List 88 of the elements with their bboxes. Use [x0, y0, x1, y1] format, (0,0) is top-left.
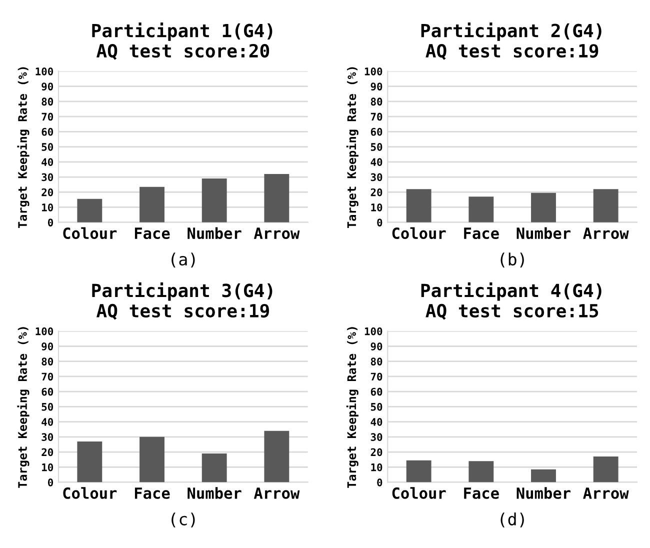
- y-tick-label: 50: [42, 402, 54, 411]
- x-tick-label: Arrow: [583, 228, 629, 240]
- y-tick-label: 10: [371, 203, 382, 212]
- x-tick-label: Face: [464, 228, 499, 240]
- x-tick-label: Number: [516, 227, 570, 240]
- bar: [140, 186, 164, 222]
- bar: [202, 178, 227, 222]
- x-tick-label: Colour: [392, 487, 446, 499]
- y-tick-label: 20: [370, 448, 382, 456]
- x-tick-label: Face: [134, 488, 170, 499]
- y-tick-label: 50: [42, 143, 54, 151]
- y-tick-label: 100: [36, 67, 54, 76]
- bar: [264, 174, 290, 222]
- y-tick-label: 50: [370, 402, 382, 411]
- bar: [77, 441, 102, 482]
- y-axis-title: Target Keeping Rate (%): [17, 327, 30, 488]
- y-tick-label: 10: [371, 463, 382, 472]
- y-tick-label: 90: [42, 82, 54, 91]
- x-tick-label: Colour: [392, 227, 446, 240]
- bar: [468, 461, 494, 482]
- y-tick-label: 90: [370, 82, 382, 91]
- text: (a): [172, 252, 195, 268]
- y-tick-label: 0: [377, 218, 382, 226]
- y-tick-label: 40: [42, 158, 54, 166]
- y-tick-label: 90: [42, 342, 54, 350]
- y-tick-label: 80: [370, 358, 382, 366]
- y-tick-label: 100: [36, 327, 54, 336]
- y-tick-label: 60: [370, 388, 382, 396]
- y-tick-label: 100: [364, 67, 382, 76]
- text: (b): [500, 252, 524, 268]
- y-tick-label: 10: [42, 463, 54, 472]
- bar: [593, 189, 618, 222]
- x-tick-label: Colour: [63, 487, 117, 499]
- y-tick-label: 30: [42, 173, 54, 182]
- y-tick-label: 20: [42, 448, 54, 456]
- y-tick-label: 30: [42, 433, 54, 442]
- y-axis-title: Target Keeping Rate (%): [17, 67, 30, 228]
- y-tick-label: 80: [370, 98, 382, 106]
- y-tick-label: 50: [370, 143, 382, 151]
- y-tick-label: 80: [42, 98, 54, 106]
- y-tick-label: 60: [42, 388, 54, 396]
- y-tick-label: 40: [370, 418, 382, 426]
- text: (d): [500, 512, 524, 528]
- chart-title: Participant 1(G4) AQ test score:20: [92, 22, 272, 60]
- y-tick-label: 0: [48, 218, 54, 226]
- y-tick-label: 90: [370, 342, 382, 350]
- x-tick-label: Number: [188, 227, 242, 240]
- x-tick-label: Arrow: [254, 228, 300, 240]
- x-tick-label: Arrow: [583, 488, 629, 499]
- bar: [593, 456, 618, 482]
- y-tick-label: 60: [370, 128, 382, 136]
- x-tick-label: Arrow: [254, 488, 300, 499]
- bar: [264, 430, 290, 482]
- y-tick-label: 70: [370, 112, 382, 121]
- bar: [468, 196, 494, 222]
- bar: [406, 189, 432, 222]
- y-tick-label: 70: [42, 372, 54, 381]
- chart-title: Participant 2(G4) AQ test score:19: [421, 22, 602, 60]
- y-tick-label: 20: [370, 188, 382, 196]
- y-tick-label: 10: [42, 203, 54, 212]
- y-tick-label: 80: [42, 358, 54, 366]
- y-axis-title: Target Keeping Rate (%): [346, 327, 358, 488]
- x-tick-label: Face: [464, 488, 499, 499]
- x-tick-label: Colour: [63, 227, 117, 240]
- y-tick-label: 70: [370, 372, 382, 381]
- bar: [140, 436, 164, 482]
- x-tick-label: Number: [188, 487, 242, 499]
- chart-title: Participant 3(G4) AQ test score:19: [92, 282, 272, 320]
- y-axis-title: Target Keeping Rate (%): [346, 67, 358, 228]
- y-tick-label: 30: [370, 433, 382, 442]
- x-tick-label: Face: [134, 228, 170, 240]
- chart-title: Participant 4(G4) AQ test score:15: [421, 282, 602, 320]
- y-tick-label: 0: [377, 478, 382, 486]
- y-tick-label: 30: [370, 173, 382, 182]
- bar: [531, 192, 556, 222]
- y-tick-label: 100: [364, 327, 382, 336]
- y-tick-label: 60: [42, 128, 54, 136]
- bar: [406, 460, 432, 482]
- bar: [531, 469, 556, 482]
- text: (c): [172, 512, 195, 528]
- y-tick-label: 20: [42, 188, 54, 196]
- y-tick-label: 0: [48, 478, 54, 486]
- bar: [202, 454, 227, 482]
- y-tick-label: 40: [370, 158, 382, 166]
- x-tick-label: Number: [516, 487, 570, 499]
- y-tick-label: 70: [42, 112, 54, 121]
- bar: [77, 198, 102, 222]
- y-tick-label: 40: [42, 418, 54, 426]
